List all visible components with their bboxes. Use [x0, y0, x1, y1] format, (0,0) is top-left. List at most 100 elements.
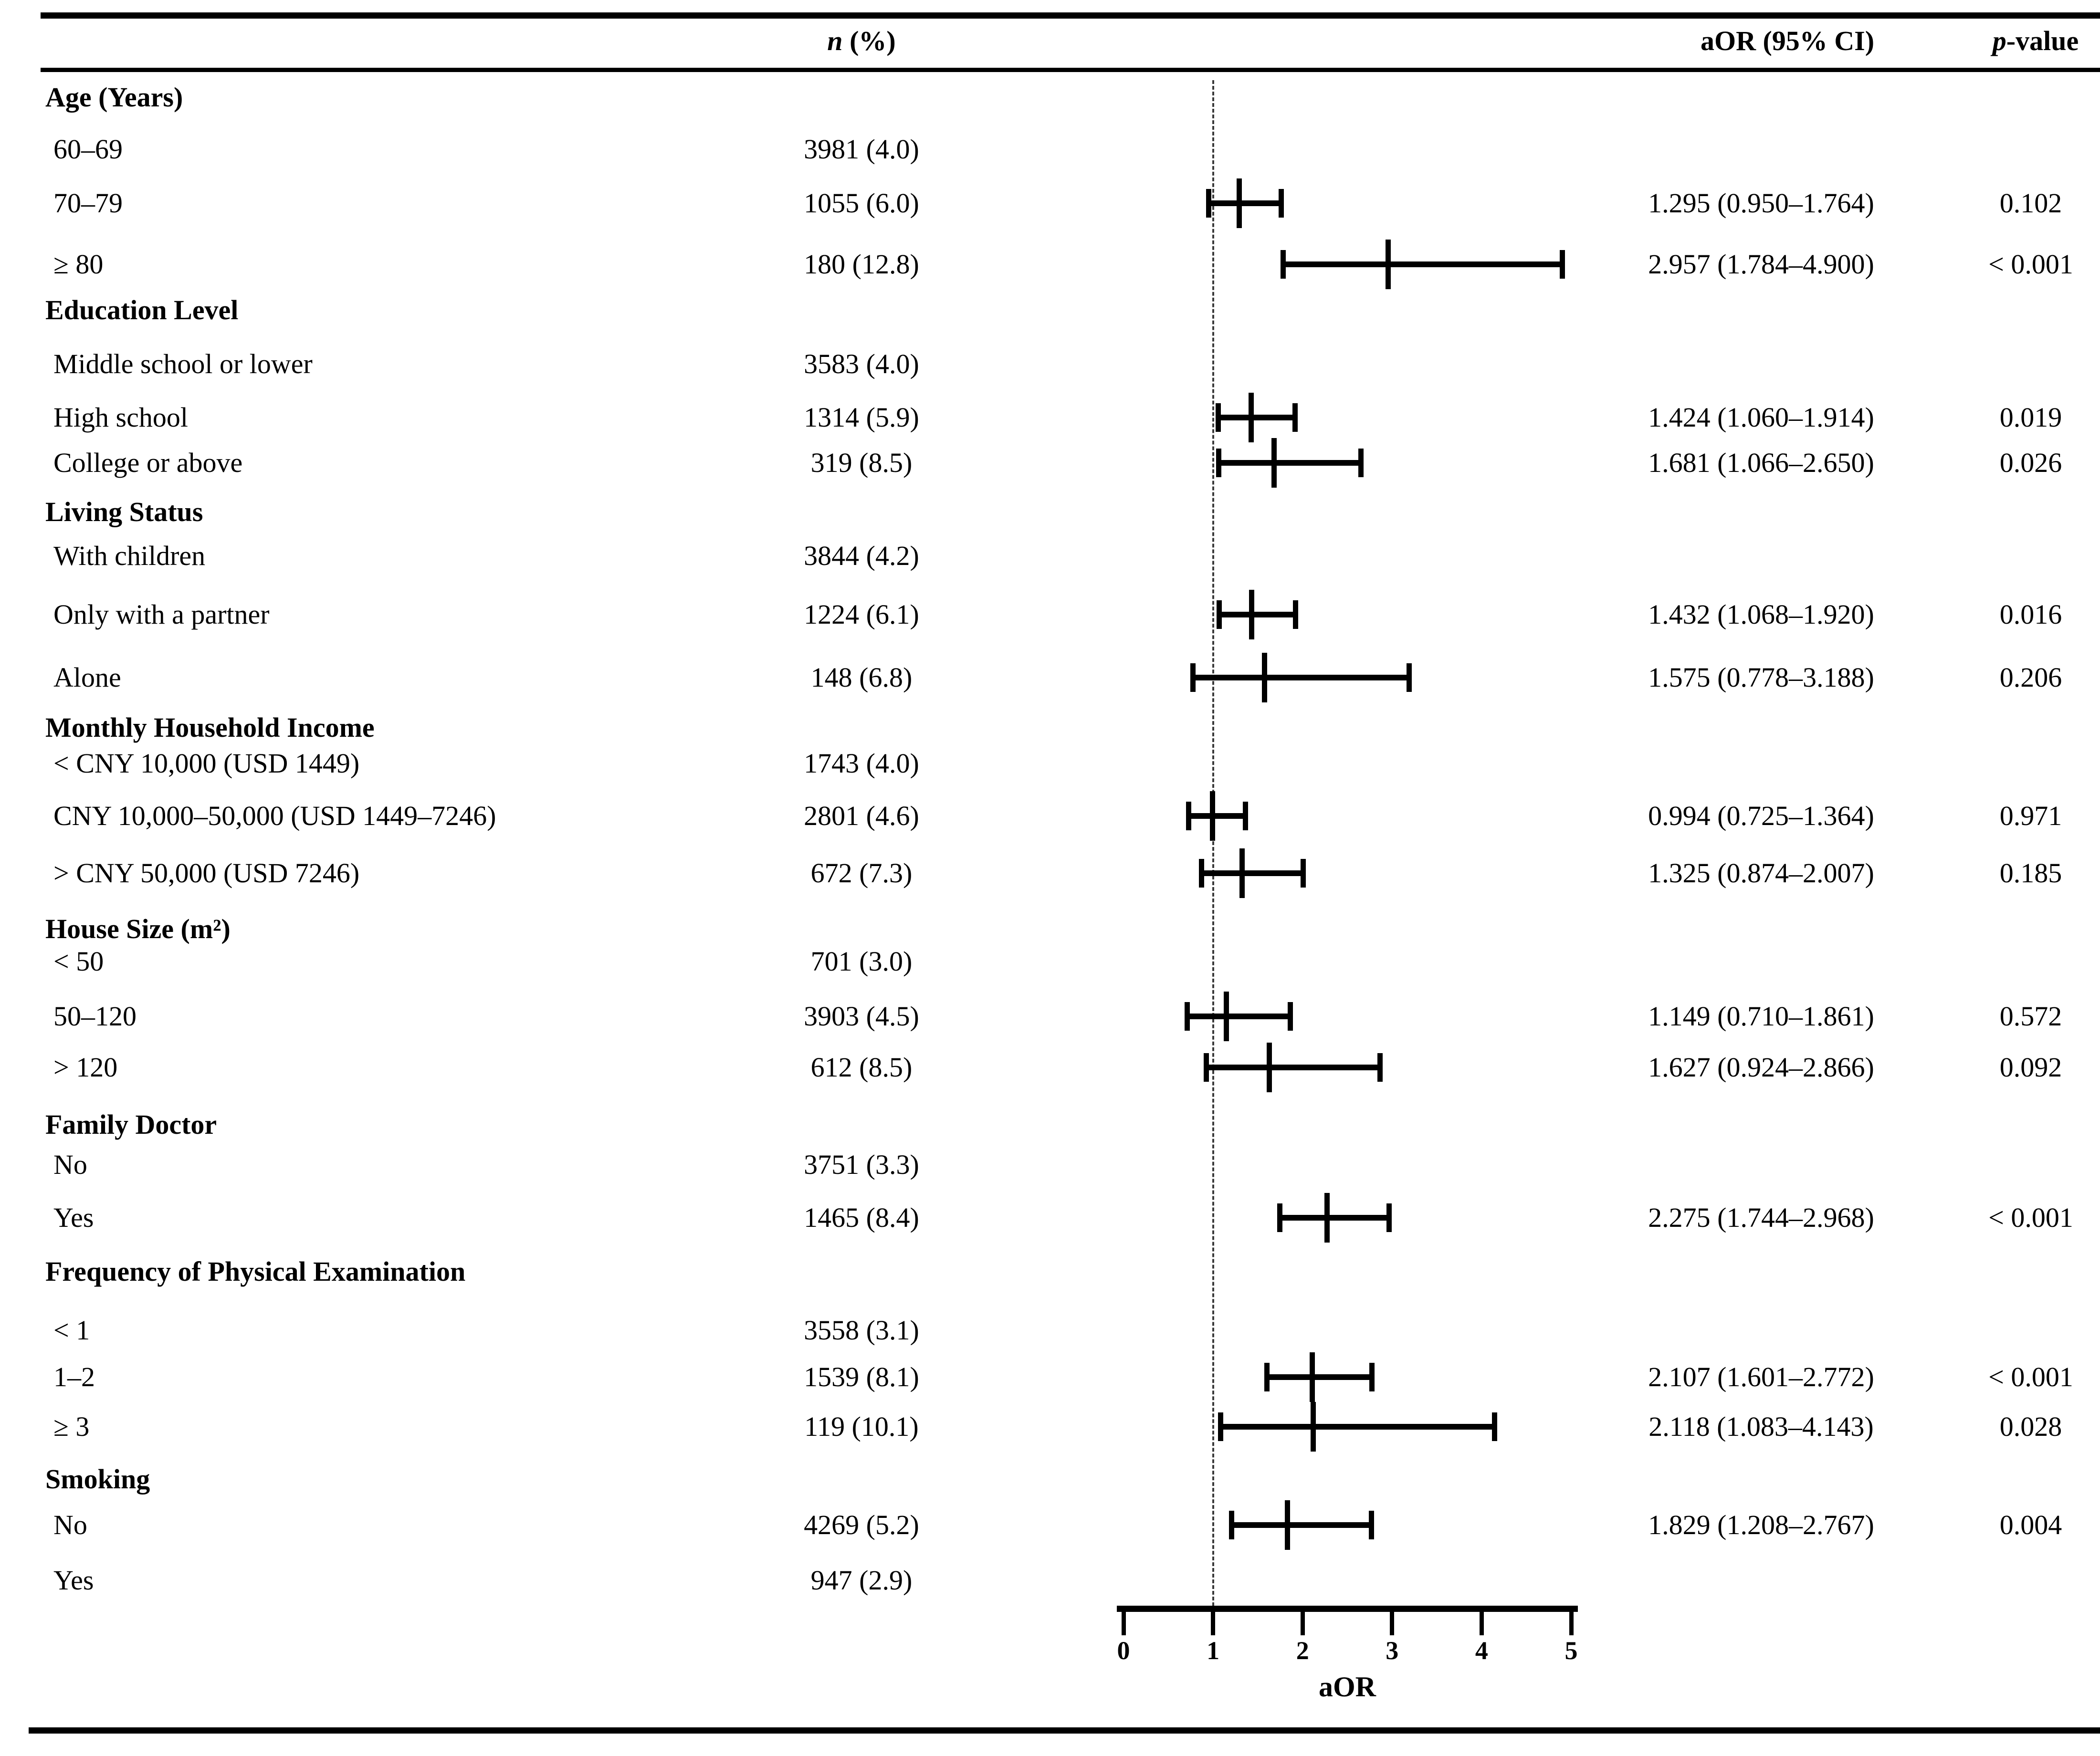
ci-cap-low [1229, 1511, 1235, 1539]
x-axis-tick [1569, 1606, 1574, 1635]
ci-cap-low [1186, 802, 1191, 830]
row-n-percent: 1465 (8.4) [804, 1202, 919, 1233]
row-label: With children [53, 540, 206, 571]
row-label: Only with a partner [53, 599, 270, 630]
ci-cap-low [1216, 403, 1221, 432]
p-header-rest: -value [2006, 25, 2079, 56]
x-axis-tick-label: 1 [1207, 1636, 1220, 1665]
row-label: > CNY 50,000 (USD 7246) [53, 857, 360, 888]
row-aor-ci: 1.681 (1.066–2.650) [1648, 447, 1874, 478]
row-section-label: Frequency of Physical Examination [45, 1256, 466, 1287]
row-aor-ci: 2.107 (1.601–2.772) [1648, 1361, 1874, 1392]
x-axis-tick [1121, 1606, 1126, 1635]
row-label: 70–79 [53, 188, 123, 219]
ci-bar [1188, 813, 1246, 819]
row-p-value: 0.206 [1999, 662, 2062, 693]
p-value-column-header: p-value [1993, 27, 2079, 55]
ci-cap-high [1292, 600, 1298, 629]
ci-point-marker [1239, 848, 1245, 898]
ci-point-marker [1261, 653, 1267, 702]
ci-bar [1201, 870, 1303, 876]
row-n-percent: 4269 (5.2) [804, 1509, 919, 1540]
row-p-value: < 0.001 [1988, 1361, 2073, 1392]
row-n-percent: 3903 (4.5) [804, 1001, 919, 1032]
ci-point-marker [1309, 1352, 1315, 1402]
row-p-value: 0.026 [1999, 447, 2062, 478]
ci-bar [1187, 1014, 1291, 1019]
row-section-label: House Size (m²) [45, 913, 231, 944]
header-rule [41, 68, 2100, 72]
ci-cap-high [1406, 663, 1412, 692]
ci-cap-high [1377, 1053, 1383, 1082]
ci-bar [1283, 261, 1563, 267]
ci-cap-high [1292, 403, 1298, 432]
x-axis-tick-label: 5 [1564, 1636, 1578, 1665]
ci-point-marker [1249, 590, 1255, 639]
row-n-percent: 319 (8.5) [810, 447, 913, 478]
row-section-label: Monthly Household Income [45, 712, 375, 743]
ci-cap-high [1279, 189, 1284, 218]
row-label: Middle school or lower [53, 348, 313, 379]
ci-cap-high [1369, 1363, 1375, 1391]
row-n-percent: 148 (6.8) [810, 662, 913, 693]
ci-bar [1218, 460, 1361, 466]
row-n-percent: 3583 (4.0) [804, 348, 919, 379]
ci-bar [1231, 1522, 1372, 1528]
row-label: No [53, 1149, 87, 1180]
ci-bar [1208, 200, 1281, 206]
row-n-percent: 1539 (8.1) [804, 1361, 919, 1392]
ci-cap-low [1184, 1002, 1190, 1031]
ci-cap-low [1206, 189, 1211, 218]
x-axis-tick [1300, 1606, 1305, 1635]
row-section-label: Family Doctor [45, 1109, 217, 1140]
ci-point-marker [1386, 240, 1391, 289]
n-header-italic: n [827, 25, 843, 56]
row-n-percent: 3558 (3.1) [804, 1315, 919, 1346]
row-label: 1–2 [53, 1361, 95, 1392]
ci-cap-low [1264, 1363, 1270, 1391]
row-aor-ci: 1.627 (0.924–2.866) [1648, 1052, 1874, 1083]
ci-point-marker [1209, 791, 1215, 841]
ci-bar [1193, 675, 1409, 680]
bottom-rule [29, 1727, 2100, 1734]
row-label: High school [53, 402, 188, 433]
x-axis-tick [1390, 1606, 1395, 1635]
ci-cap-low [1199, 859, 1205, 888]
reference-line-aor-1 [1212, 80, 1214, 1606]
row-label: Alone [53, 662, 121, 693]
row-p-value: < 0.001 [1988, 249, 2073, 280]
row-section-label: Education Level [45, 294, 239, 325]
ci-cap-low [1218, 1412, 1223, 1441]
ci-point-marker [1248, 393, 1254, 442]
n-header-rest: (%) [842, 25, 896, 56]
row-n-percent: 672 (7.3) [810, 857, 913, 888]
row-label: No [53, 1509, 87, 1540]
row-label: 60–69 [53, 134, 123, 165]
row-label: Yes [53, 1202, 94, 1233]
p-header-italic: p [1992, 25, 2006, 56]
row-aor-ci: 1.149 (0.710–1.861) [1648, 1001, 1874, 1032]
row-p-value: 0.004 [1999, 1509, 2062, 1540]
row-n-percent: 612 (8.5) [810, 1052, 913, 1083]
row-aor-ci: 1.424 (1.060–1.914) [1648, 402, 1874, 433]
x-axis-tick-label: 3 [1386, 1636, 1399, 1665]
row-n-percent: 1224 (6.1) [804, 599, 919, 630]
row-p-value: 0.102 [1999, 188, 2062, 219]
ci-cap-low [1277, 1203, 1282, 1232]
aor-column-header: aOR (95% CI) [1700, 25, 1875, 56]
row-n-percent: 1314 (5.9) [804, 402, 919, 433]
row-label: CNY 10,000–50,000 (USD 1449–7246) [53, 800, 496, 831]
ci-cap-low [1281, 250, 1286, 279]
x-axis-title: aOR [1319, 1671, 1376, 1703]
ci-point-marker [1271, 438, 1277, 488]
row-n-percent: 947 (2.9) [810, 1565, 913, 1596]
x-axis-tick-label: 4 [1475, 1636, 1488, 1665]
x-axis-tick-label: 0 [1117, 1636, 1130, 1665]
row-p-value: 0.092 [1999, 1052, 2062, 1083]
top-rule [41, 12, 2100, 19]
row-label: < 1 [53, 1315, 90, 1346]
row-p-value: 0.572 [1999, 1001, 2062, 1032]
x-axis-tick-label: 2 [1296, 1636, 1309, 1665]
x-axis-line [1117, 1606, 1578, 1612]
